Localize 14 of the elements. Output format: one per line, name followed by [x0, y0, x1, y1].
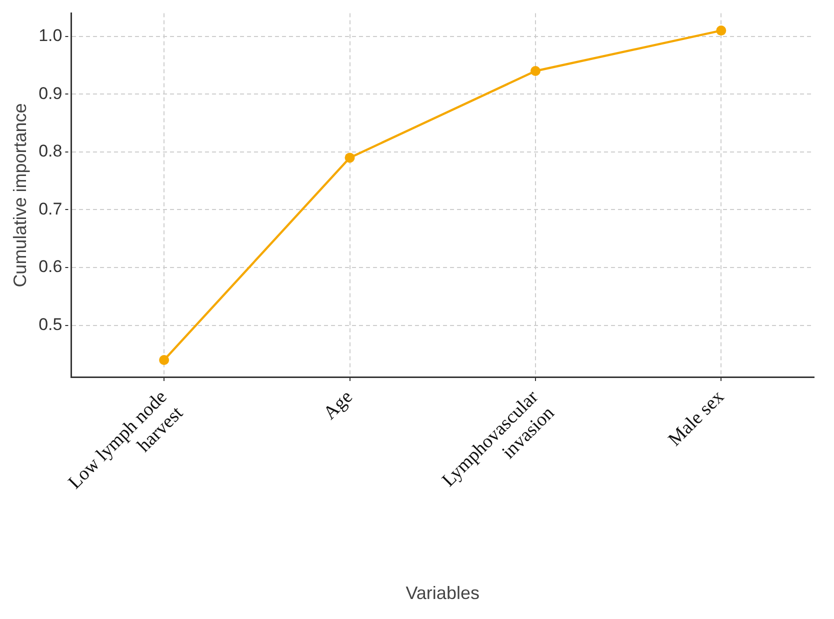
y-tick-label: 0.7 — [38, 199, 62, 218]
x-axis-title: Variables — [406, 583, 480, 604]
y-tick-label: 0.6 — [38, 257, 62, 276]
y-tick-label: 0.8 — [38, 142, 62, 161]
x-tick-label: Male sex — [664, 386, 729, 450]
y-tick-label: 1.0 — [38, 26, 62, 46]
point — [159, 355, 170, 366]
point — [344, 152, 355, 163]
x-tick-label: Age — [320, 386, 357, 424]
point — [716, 26, 726, 36]
point — [530, 66, 540, 76]
y-axis-title: Cumulative importance — [10, 103, 30, 288]
y-tick-label: 0.9 — [38, 84, 62, 103]
y-tick-label: 0.5 — [38, 315, 62, 334]
